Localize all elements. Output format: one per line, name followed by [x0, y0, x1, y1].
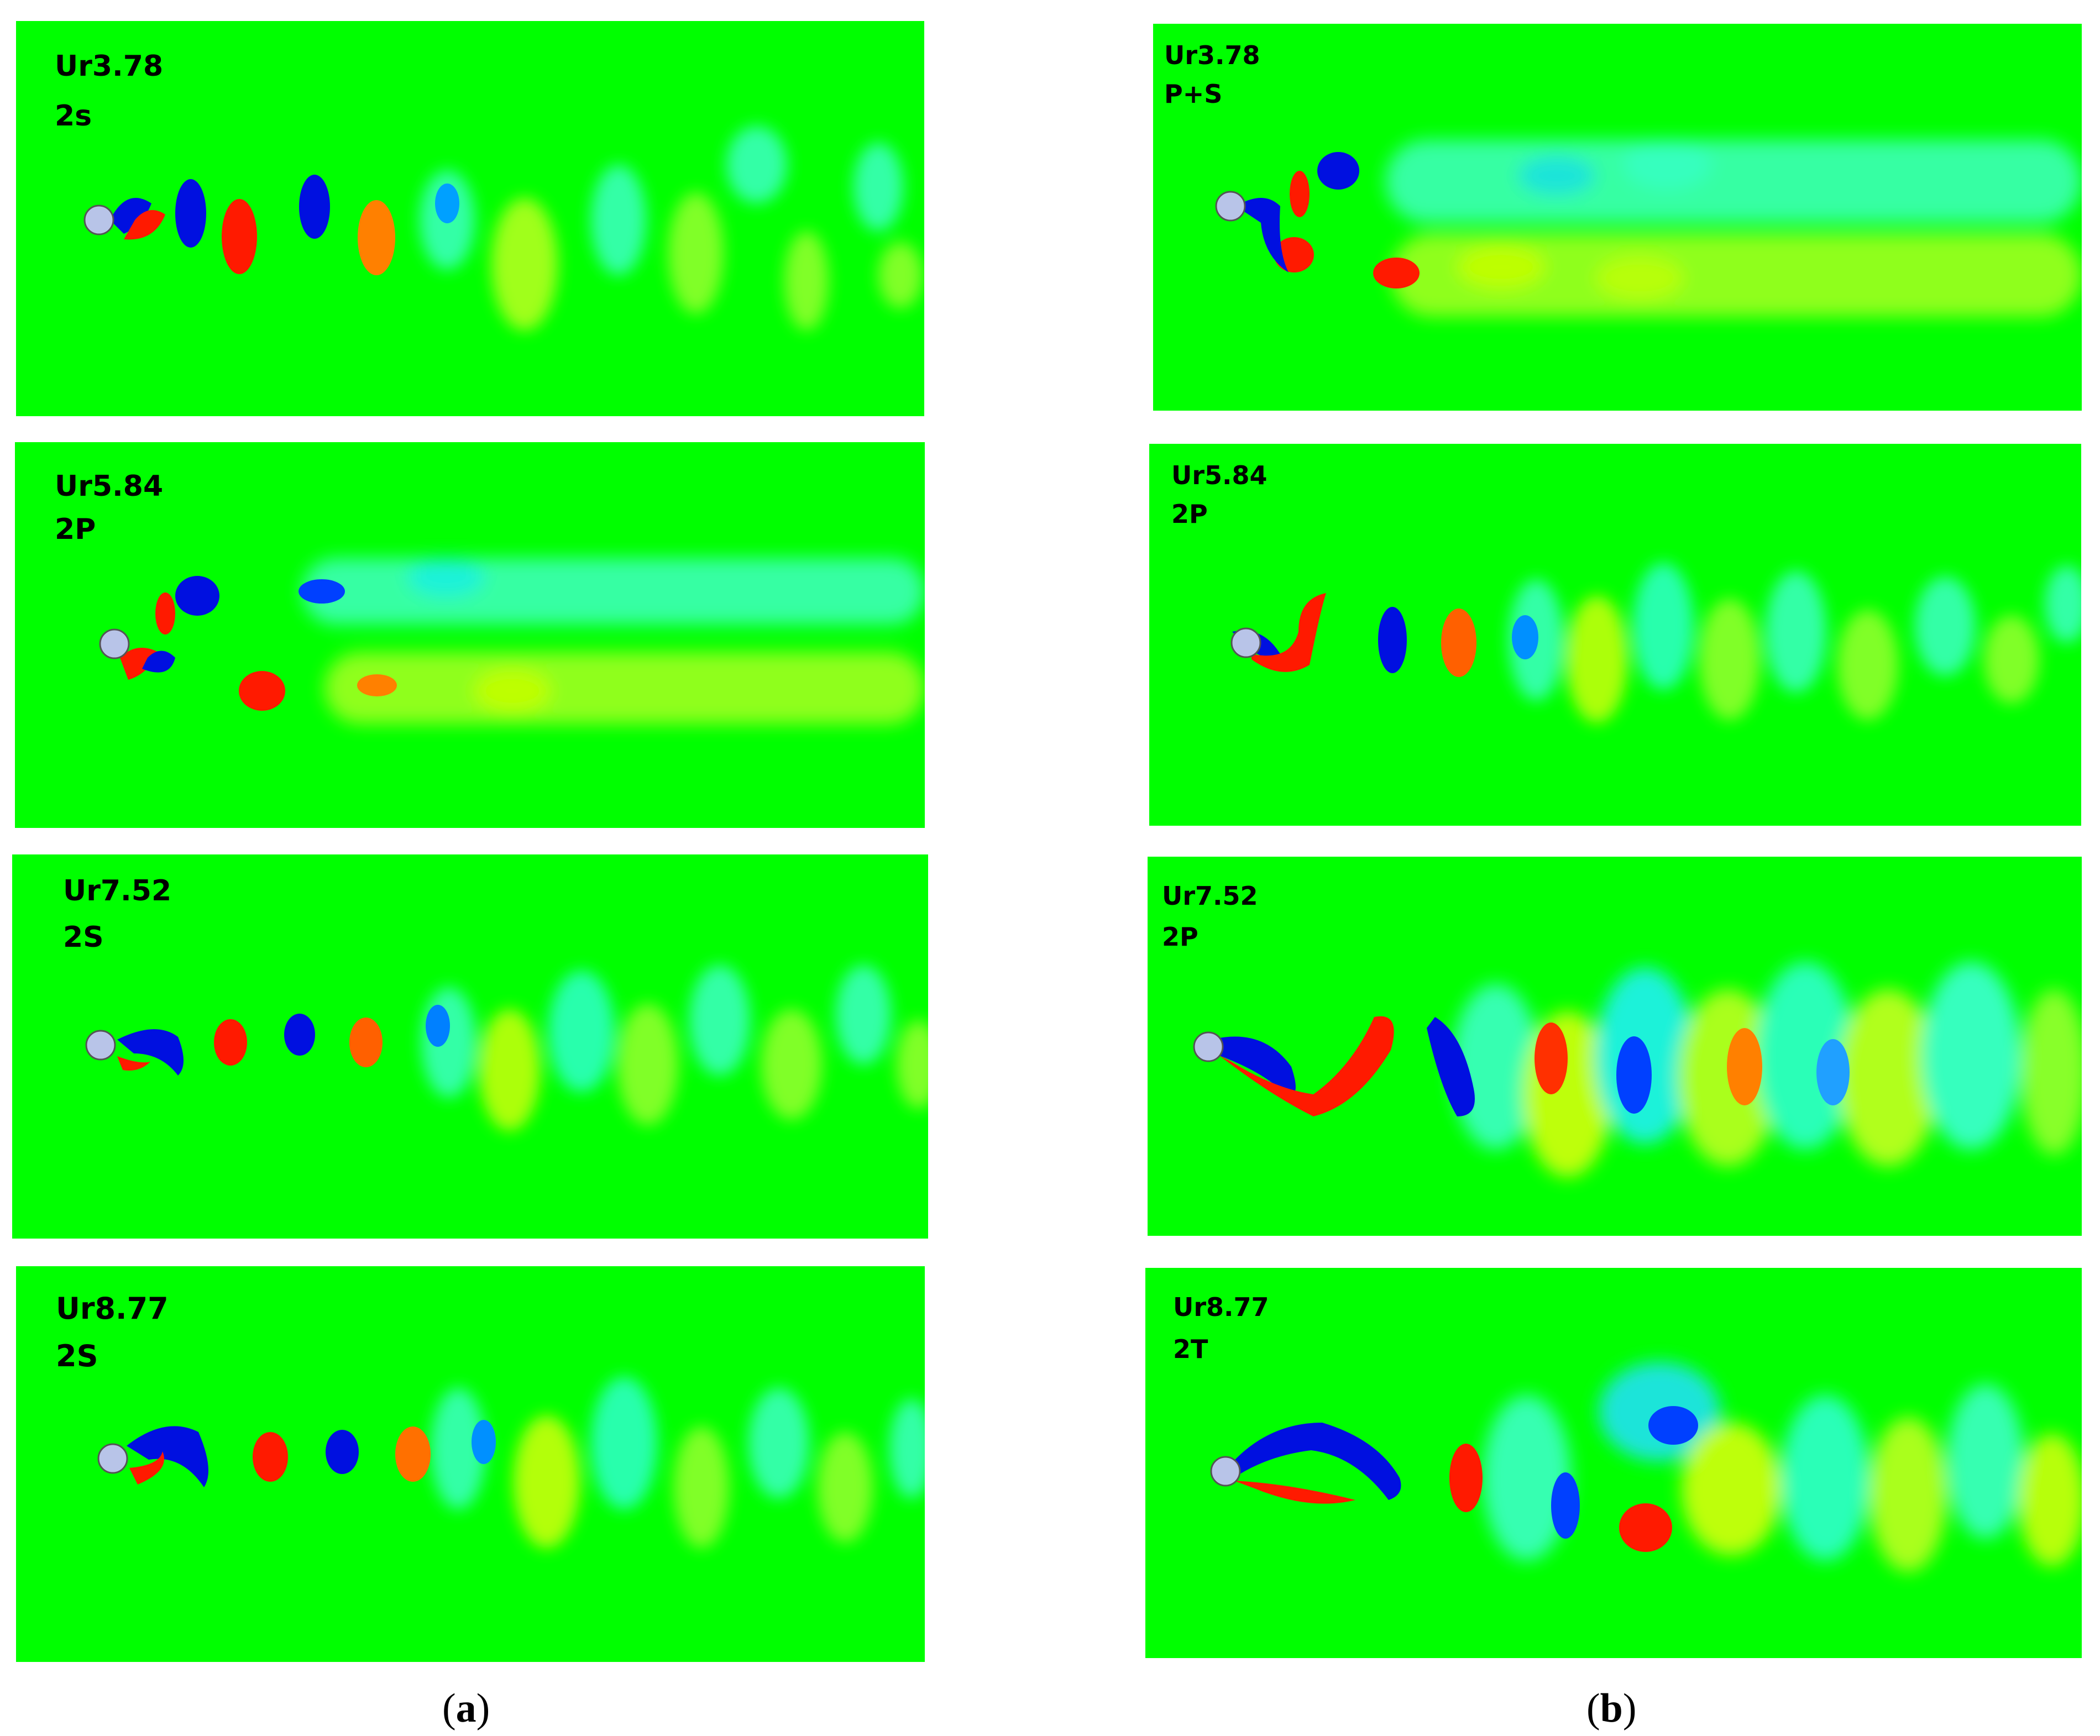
- panel-a2-vorticity-contour: Ur5.84 2P: [15, 442, 925, 828]
- reduced-velocity-label: Ur8.77: [1173, 1292, 1269, 1322]
- panel-a4-vorticity-contour: Ur8.77 2S: [16, 1266, 925, 1662]
- reduced-velocity-label: Ur5.84: [55, 470, 164, 503]
- vortex-wake-image: [85, 965, 928, 1131]
- caption-close-paren: ): [1622, 1686, 1637, 1731]
- wake-mode-label: P+S: [1164, 79, 1223, 109]
- vortex-wake-image: [1193, 962, 2082, 1177]
- vortex-wake-image: [1210, 1362, 2082, 1572]
- wake-mode-label: 2S: [63, 921, 104, 954]
- wake-mode-label: 2S: [56, 1339, 98, 1373]
- wake-mode-label: 2P: [1162, 922, 1198, 952]
- caption-letter: a: [455, 1686, 476, 1731]
- vortex-wake-image: [99, 558, 925, 724]
- reduced-velocity-label: Ur7.52: [1162, 881, 1258, 911]
- panel-b4-vorticity-contour: Ur8.77 2T: [1145, 1268, 2082, 1658]
- reduced-velocity-label: Ur3.78: [55, 50, 164, 83]
- panel-b3-vorticity-contour: Ur7.52 2P: [1148, 857, 2082, 1236]
- wake-mode-label: 2s: [55, 99, 92, 133]
- caption-a: (a): [442, 1688, 490, 1729]
- reduced-velocity-label: Ur5.84: [1171, 460, 1268, 490]
- vortex-wake-image: [1230, 563, 2081, 723]
- panel-b1-vorticity-contour: Ur3.78 P+S: [1153, 24, 2082, 411]
- caption-open-paren: (: [1586, 1686, 1600, 1731]
- panel-a1-vorticity-contour: Ur3.78 2s: [16, 21, 924, 416]
- reduced-velocity-label: Ur7.52: [63, 874, 172, 908]
- panel-a3-vorticity-contour: Ur7.52 2S: [12, 854, 928, 1239]
- vortex-wake-image: [83, 126, 923, 331]
- reduced-velocity-label: Ur3.78: [1164, 40, 1260, 70]
- wake-mode-label: 2P: [1171, 499, 1208, 529]
- wake-mode-label: 2T: [1173, 1334, 1208, 1364]
- wake-mode-label: 2P: [55, 513, 96, 546]
- caption-b: (b): [1586, 1688, 1636, 1729]
- caption-open-paren: (: [442, 1686, 456, 1731]
- caption-close-paren: ): [476, 1686, 490, 1731]
- reduced-velocity-label: Ur8.77: [56, 1291, 169, 1326]
- caption-letter: b: [1600, 1686, 1623, 1731]
- vortex-wake-image: [1215, 140, 2082, 317]
- panel-b2-vorticity-contour: Ur5.84 2P: [1149, 444, 2081, 826]
- vortex-wake-image: [97, 1377, 925, 1548]
